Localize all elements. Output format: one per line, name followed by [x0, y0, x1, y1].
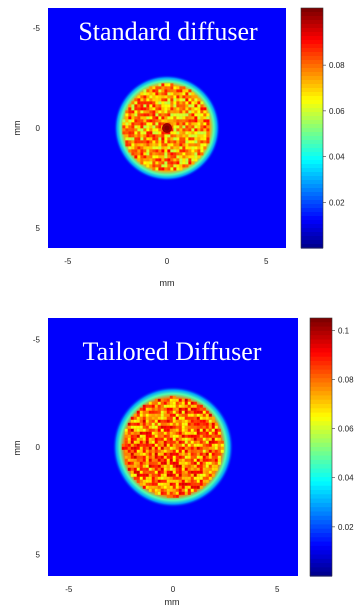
colorbar-tick-label: 0.08: [338, 375, 354, 384]
colorbar-tick-label: 0.08: [329, 61, 345, 70]
x-axis-ticks: -5 0 5: [65, 585, 280, 594]
colorbar-tick-label: 0.02: [338, 523, 354, 532]
x-axis-ticks: -5 0 5: [64, 257, 269, 266]
x-tick-label: -5: [64, 257, 72, 266]
y-tick-label: 5: [36, 551, 41, 560]
colorbar-frame: [309, 317, 333, 577]
colorbar-tick-label: 0.04: [329, 153, 345, 162]
y-tick-label: -5: [33, 24, 41, 33]
colorbar-tick-label: 0.04: [338, 474, 354, 483]
y-tick-label: 0: [36, 124, 41, 133]
x-tick-label: 0: [165, 257, 170, 266]
colorbar-tick-label: 0.1: [338, 326, 350, 335]
x-tick-label: 5: [275, 585, 280, 594]
colorbar-tick-label: 0.06: [329, 107, 345, 116]
intensity-spot: [112, 386, 234, 508]
heatmap-chart: Standard diffuser -5 0 5 -505 mm mm 0.020.…: [12, 7, 345, 288]
colorbar-tick-label: 0.02: [329, 198, 345, 207]
y-axis-ticks: -5 0 5: [33, 336, 41, 560]
y-axis-label: mm: [12, 121, 22, 136]
heatmap-chart: Tailored Diffuser -5 0 5 -505 mm mm 0.020.…: [12, 317, 354, 607]
y-tick-label: 0: [36, 443, 41, 452]
chart-panel-tailored: Tailored Diffuser -5 0 5 -5 0 5 mm mm 0.02 0.…: [0, 310, 362, 609]
x-tick-label: -5: [65, 585, 73, 594]
colorbar: 0.02 0.04 0.06 0.08 0.1: [309, 317, 354, 577]
y-tick-label: 5: [36, 224, 41, 233]
y-tick-label: -5: [33, 336, 41, 345]
colorbar-frame: [300, 7, 324, 249]
chart-title: Tailored Diffuser: [83, 337, 262, 366]
x-tick-label: 5: [264, 257, 269, 266]
x-axis-label: mm: [160, 278, 175, 288]
y-axis-ticks: -5 0 5: [33, 24, 41, 233]
colorbar: 0.02 0.04 0.06 0.08: [300, 7, 345, 249]
x-axis-label: mm: [165, 597, 180, 607]
colorbar-tick-label: 0.06: [338, 425, 354, 434]
x-tick-label: 0: [171, 585, 176, 594]
y-axis-label: mm: [12, 441, 22, 456]
intensity-spot: [113, 74, 221, 182]
chart-panel-standard: Standard diffuser -5 0 5 -5 0 5 mm mm 0.02 0.…: [0, 0, 362, 300]
chart-title: Standard diffuser: [78, 17, 258, 46]
